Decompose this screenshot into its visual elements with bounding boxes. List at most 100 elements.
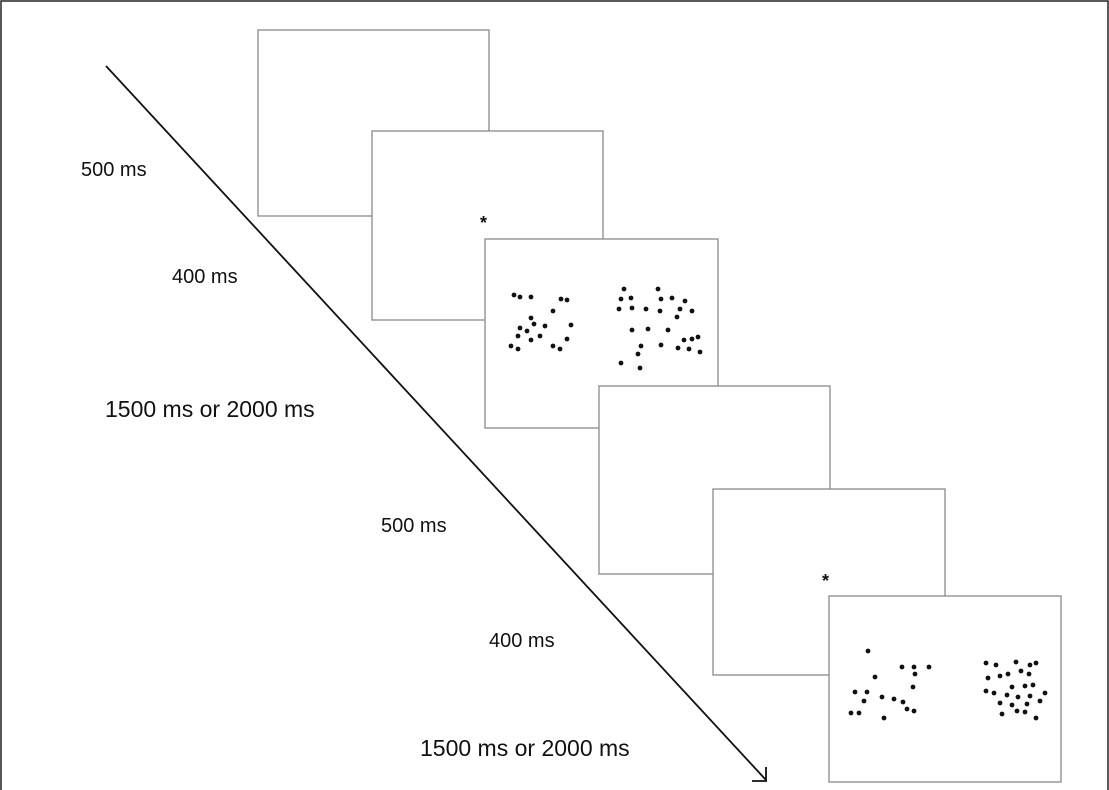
stimulus-dot <box>983 660 989 666</box>
dot-arrays-1 <box>508 286 703 371</box>
stimulus-dot <box>856 710 862 716</box>
stimulus-dot <box>881 715 887 721</box>
stimulus-dot <box>1042 690 1048 696</box>
stimulus-dot <box>686 346 692 352</box>
stimulus-dot <box>564 297 570 303</box>
stimulus-dot <box>1013 659 1019 665</box>
stimulus-dot <box>628 295 634 301</box>
stimulus-dot <box>904 706 910 712</box>
stimulus-dot <box>517 294 523 300</box>
stimulus-dot <box>564 336 570 342</box>
arrow-head-icon <box>752 767 767 782</box>
stimulus-dot <box>669 295 675 301</box>
stimulus-dot <box>618 360 624 366</box>
stimulus-dot <box>1014 708 1020 714</box>
stimulus-dot <box>1004 692 1010 698</box>
stimulus-dot <box>697 349 703 355</box>
duration-label-4: 500 ms <box>381 515 447 537</box>
stimulus-dot <box>528 294 534 300</box>
stimulus-dot <box>1009 684 1015 690</box>
stimulus-dot <box>515 346 521 352</box>
stimulus-dot <box>681 337 687 343</box>
stimulus-dot <box>677 306 683 312</box>
stimulus-dot <box>848 710 854 716</box>
stimulus-dot <box>899 664 905 670</box>
stimulus-dot <box>910 684 916 690</box>
stimulus-dot <box>997 700 1003 706</box>
stimulus-dot <box>629 327 635 333</box>
stimulus-dot <box>645 326 651 332</box>
stimulus-dot <box>861 698 867 704</box>
stimulus-dot <box>1033 715 1039 721</box>
dot-arrays-2 <box>848 648 1048 721</box>
stimulus-dot <box>926 664 932 670</box>
stimulus-dot <box>1009 702 1015 708</box>
stimulus-dot <box>1015 694 1021 700</box>
stimulus-dot <box>695 334 701 340</box>
stimulus-dot <box>655 286 661 292</box>
duration-label-1: 500 ms <box>81 159 147 181</box>
stimulus-dot <box>1033 660 1039 666</box>
stimulus-dot <box>517 325 523 331</box>
stimulus-dot <box>911 664 917 670</box>
stimulus-dot <box>568 322 574 328</box>
stimulus-dot <box>682 298 688 304</box>
stimulus-dot <box>528 315 534 321</box>
stimulus-dot <box>991 690 997 696</box>
stimulus-dot <box>531 321 537 327</box>
stimulus-dot <box>993 662 999 668</box>
stimulus-dot <box>637 365 643 371</box>
stimulus-dot <box>511 292 517 298</box>
stimulus-dot <box>872 674 878 680</box>
stimulus-dot <box>997 673 1003 679</box>
stimulus-dot <box>657 308 663 314</box>
stimulus-dot <box>638 343 644 349</box>
stimulus-dot <box>879 694 885 700</box>
stimulus-dot <box>665 327 671 333</box>
stimulus-dot <box>1026 671 1032 677</box>
stimulus-dot <box>621 286 627 292</box>
stimulus-dot <box>985 675 991 681</box>
screen-dots-2 <box>828 595 1062 783</box>
stimulus-dot <box>1005 671 1011 677</box>
stimulus-dot <box>999 711 1005 717</box>
stimulus-dot <box>635 351 641 357</box>
stimulus-dot <box>1018 668 1024 674</box>
duration-label-6: 1500 ms or 2000 ms <box>420 735 630 761</box>
stimulus-dot <box>1027 662 1033 668</box>
stimulus-dot <box>864 689 870 695</box>
stimulus-dot <box>550 343 556 349</box>
duration-label-3: 1500 ms or 2000 ms <box>105 396 315 422</box>
stimulus-dot <box>1027 693 1033 699</box>
stimulus-dot <box>852 689 858 695</box>
stimulus-dot <box>658 296 664 302</box>
fixation-star-2: * <box>822 571 829 591</box>
stimulus-dot <box>900 699 906 705</box>
stimulus-dot <box>550 308 556 314</box>
stimulus-dot <box>1022 683 1028 689</box>
stimulus-dot <box>891 696 897 702</box>
stimulus-dot <box>528 337 534 343</box>
stimulus-dot <box>558 296 564 302</box>
duration-label-5: 400 ms <box>489 630 555 652</box>
stimulus-dot <box>557 346 563 352</box>
stimulus-dot <box>1024 701 1030 707</box>
stimulus-dot <box>542 323 548 329</box>
stimulus-dot <box>616 306 622 312</box>
stimulus-dot <box>658 342 664 348</box>
duration-label-2: 400 ms <box>172 266 238 288</box>
stimulus-dot <box>912 671 918 677</box>
stimulus-dot <box>515 333 521 339</box>
stimulus-dot <box>1022 709 1028 715</box>
stimulus-dot <box>1030 682 1036 688</box>
stimulus-dot <box>1037 698 1043 704</box>
stimulus-dot <box>508 343 514 349</box>
stimulus-dot <box>675 345 681 351</box>
fixation-star-1: * <box>480 213 487 233</box>
stimulus-dot <box>524 328 530 334</box>
stimulus-dot <box>629 305 635 311</box>
timeline-arrow-line <box>105 65 767 781</box>
stimulus-dot <box>911 708 917 714</box>
